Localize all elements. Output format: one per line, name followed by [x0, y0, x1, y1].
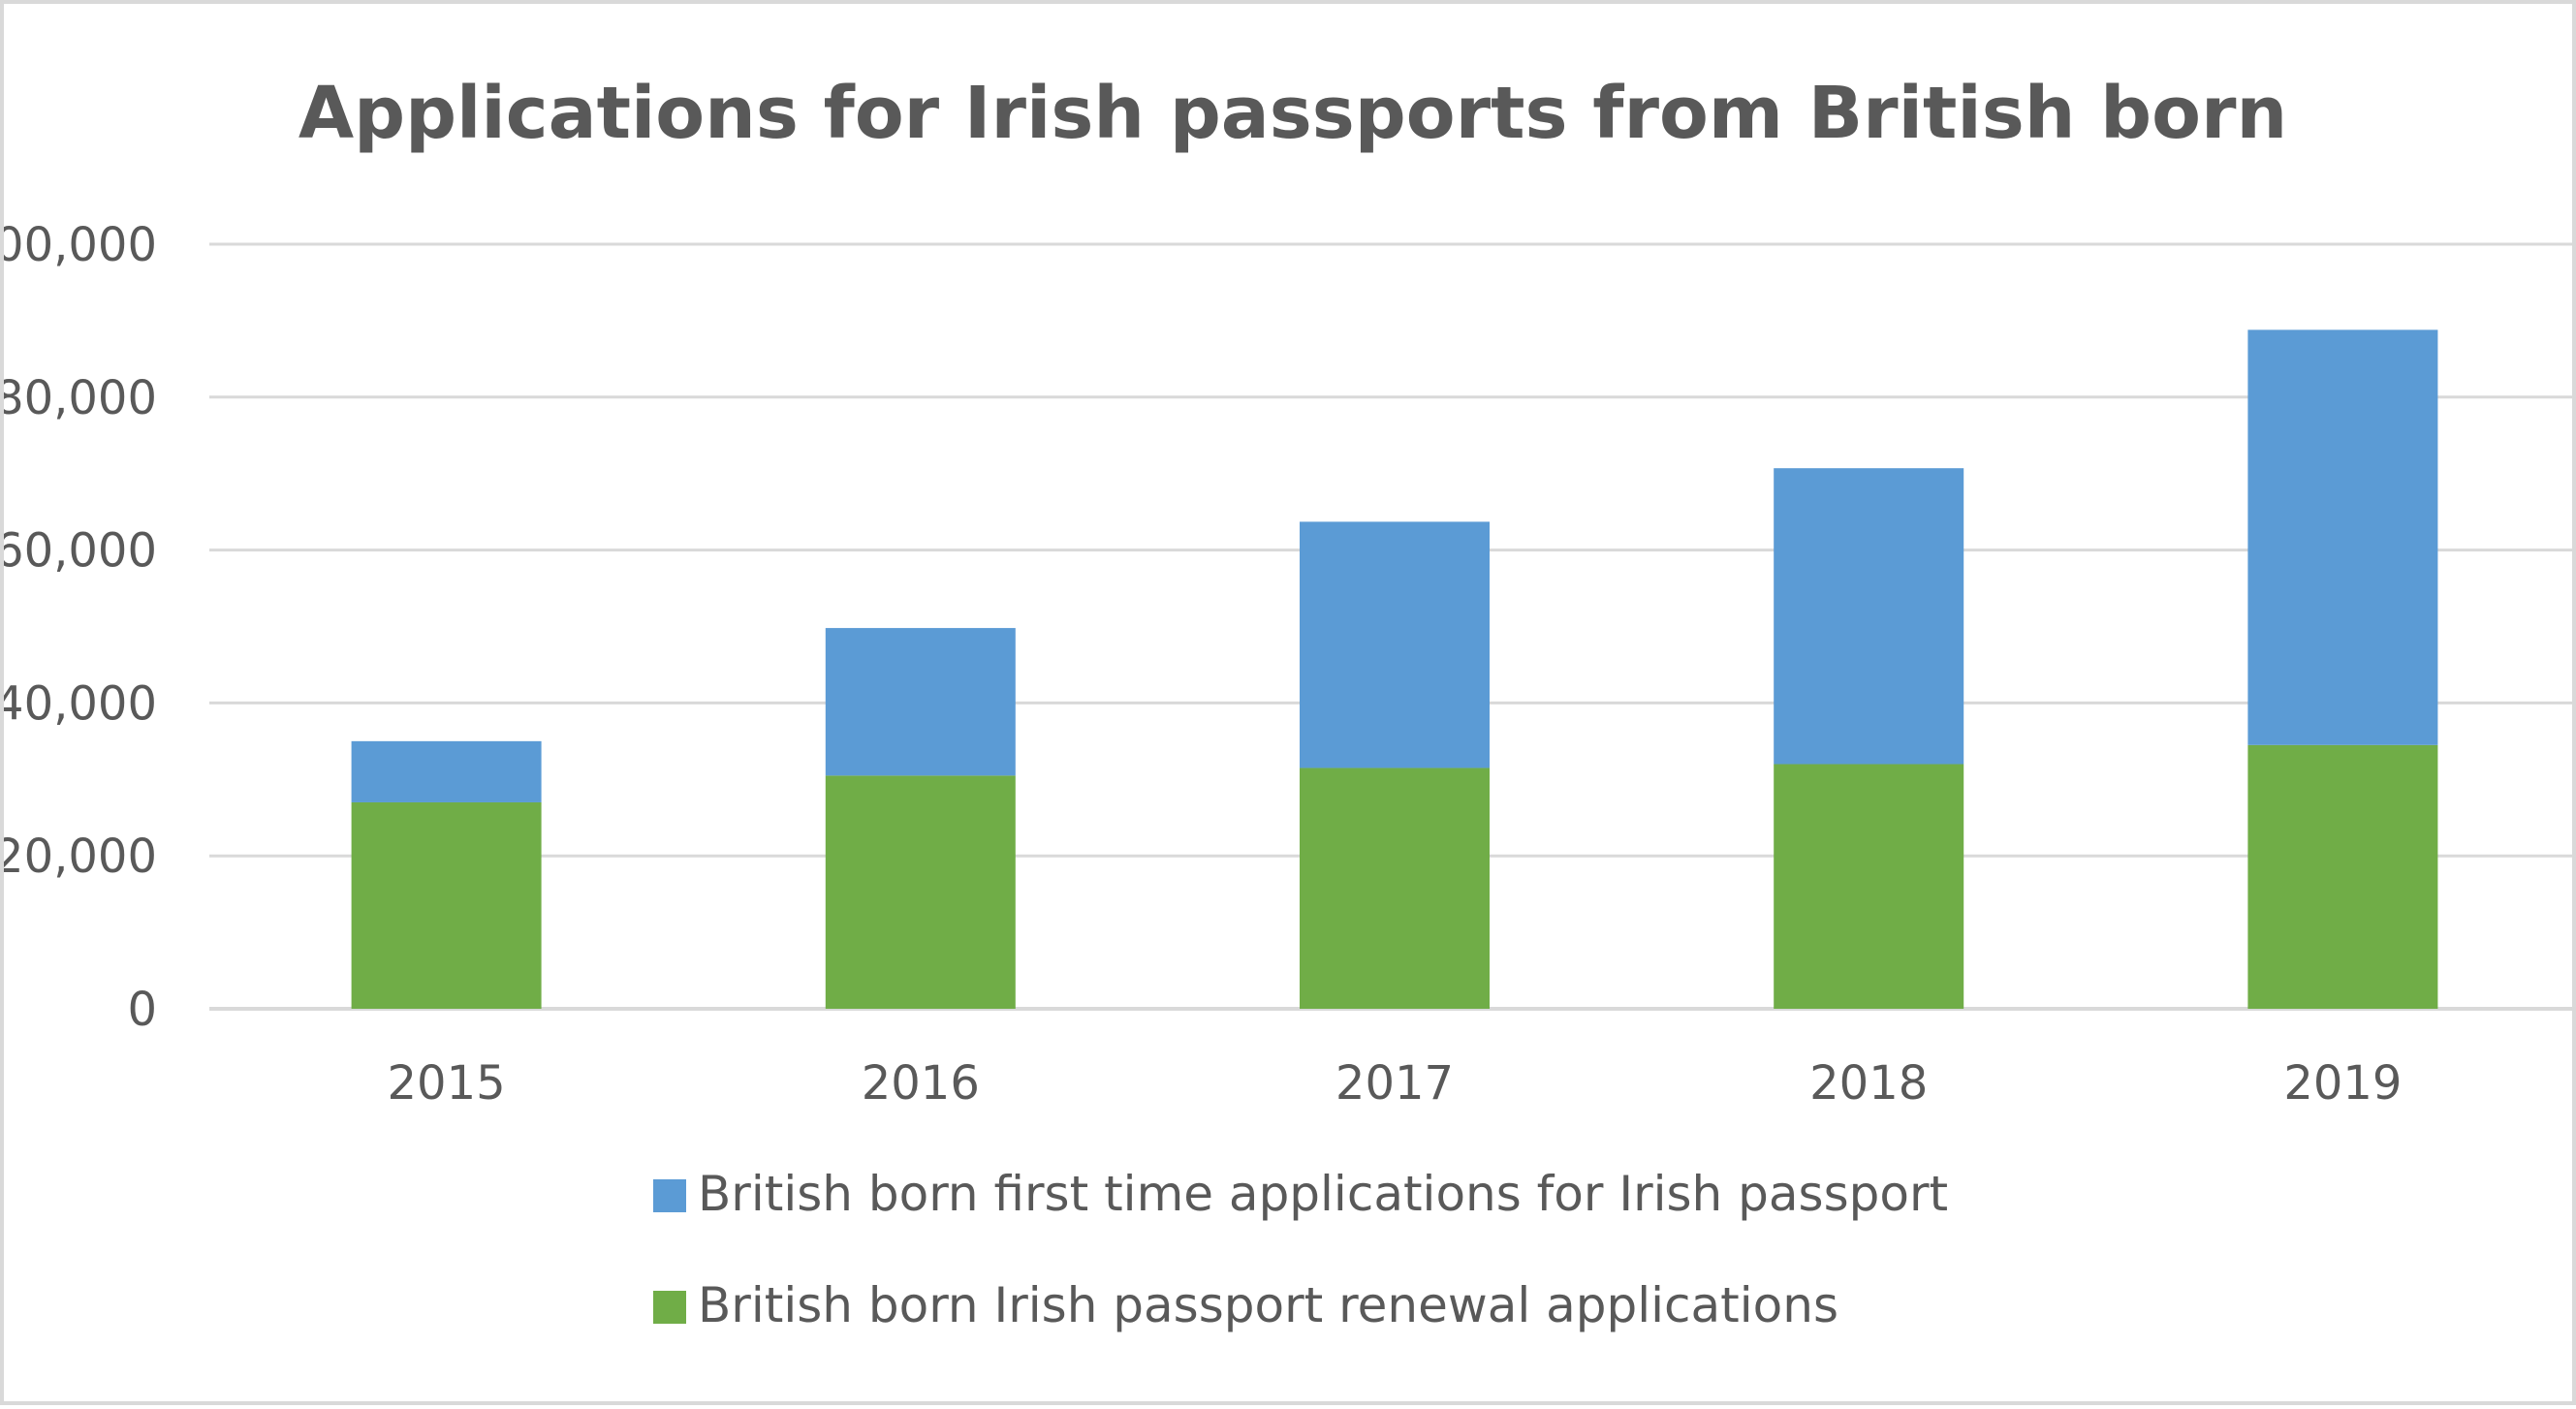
- legend-swatch: [653, 1291, 686, 1324]
- x-tick-label: 2016: [862, 1056, 980, 1111]
- bar-segment: [351, 740, 542, 802]
- x-tick-label: 2018: [1809, 1056, 1928, 1111]
- y-tick-label: 100,000: [4, 218, 157, 272]
- bar-segment: [1300, 521, 1490, 768]
- y-axis-ticks: 0 20,000 40,000 60,000 80,000 100,000: [4, 218, 157, 1037]
- legend: British born first time applications for…: [653, 1166, 1948, 1333]
- bar-segment: [1774, 764, 1964, 1009]
- legend-label: British born first time applications for…: [698, 1166, 1948, 1222]
- chart-title: Applications for Irish passports from Br…: [298, 72, 2287, 155]
- bar-segment: [1774, 468, 1964, 765]
- y-tick-label: 0: [127, 983, 157, 1037]
- bars: [351, 329, 2438, 1009]
- y-tick-label: 20,000: [4, 830, 157, 884]
- stacked-bar-chart: Applications for Irish passports from Br…: [4, 72, 2576, 1333]
- legend-label: British born Irish passport renewal appl…: [698, 1277, 1838, 1333]
- bar-segment: [825, 775, 1016, 1009]
- bar-segment: [2247, 329, 2438, 745]
- y-tick-label: 40,000: [4, 676, 157, 731]
- x-axis-ticks: 2015 2016 2017 2018 2019: [388, 1056, 2403, 1111]
- y-tick-label: 80,000: [4, 371, 157, 425]
- x-tick-label: 2015: [388, 1056, 506, 1111]
- bar-segment: [351, 801, 542, 1009]
- y-tick-label: 60,000: [4, 524, 157, 579]
- legend-swatch: [653, 1179, 686, 1212]
- x-tick-label: 2019: [2283, 1056, 2402, 1111]
- bar-segment: [1300, 767, 1490, 1009]
- bar-segment: [825, 628, 1016, 776]
- bar-segment: [2247, 744, 2438, 1009]
- x-tick-label: 2017: [1335, 1056, 1454, 1111]
